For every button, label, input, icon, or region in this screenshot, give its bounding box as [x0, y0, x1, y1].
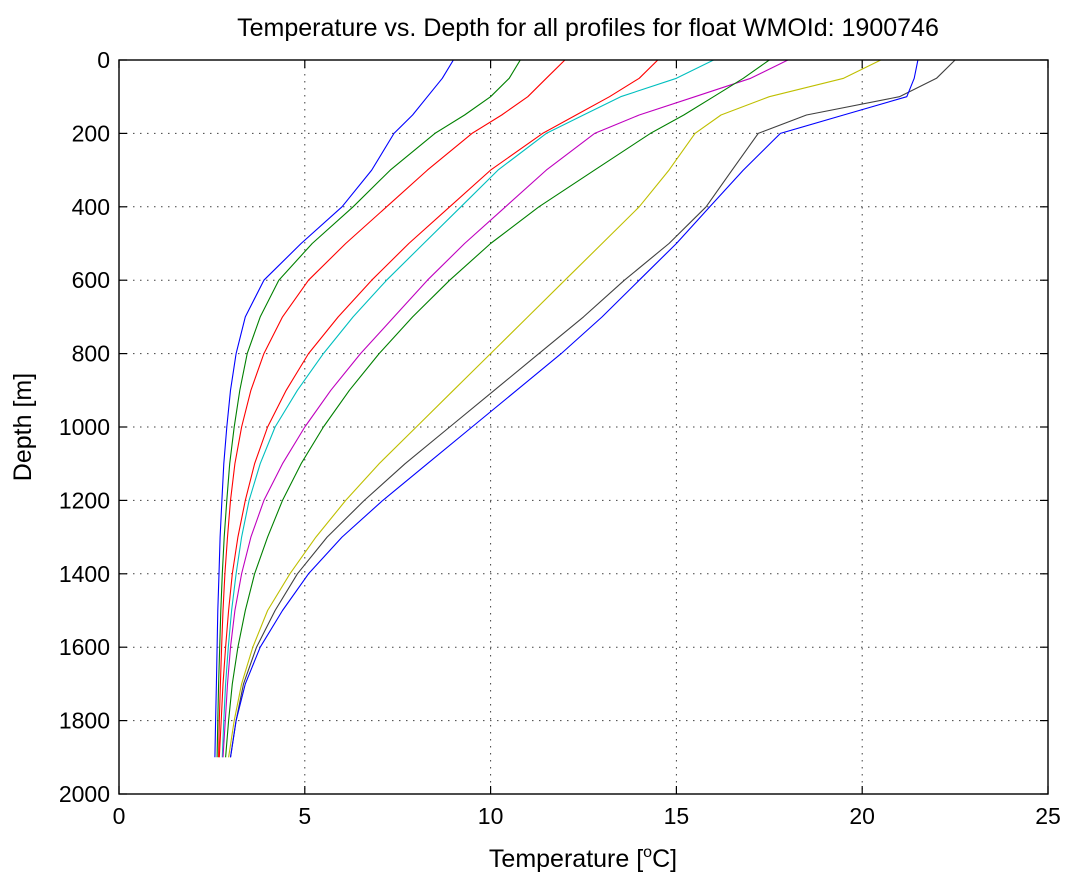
- y-axis-label: Depth [m]: [9, 373, 37, 481]
- y-axis-ticks: 0 200 400 600 800 1000 1200 1400 1600 1800 2000: [59, 47, 1048, 807]
- y-tick-label: 800: [72, 341, 110, 367]
- x-tick-label: 5: [298, 803, 311, 829]
- y-tick-label: 1200: [59, 487, 110, 513]
- y-tick-label: 600: [72, 267, 110, 293]
- x-tick-label: 15: [664, 803, 690, 829]
- x-tick-label: 20: [849, 803, 875, 829]
- temperature-profile-line: [222, 60, 789, 758]
- temperature-profile-line: [225, 60, 770, 758]
- profile-lines: [214, 60, 956, 758]
- grid-lines: [119, 60, 1048, 794]
- plot-area: [214, 60, 956, 758]
- x-axis-ticks: 0 5 10 15 20 25: [113, 60, 1061, 829]
- temperature-profile-line: [228, 60, 882, 758]
- y-tick-label: 0: [97, 47, 110, 73]
- x-tick-label: 25: [1035, 803, 1061, 829]
- x-tick-label: 0: [113, 803, 126, 829]
- chart-title: Temperature vs. Depth for all profiles f…: [237, 14, 939, 42]
- temperature-profile-line: [229, 60, 956, 758]
- x-axis-label: Temperature [oC]: [489, 844, 677, 873]
- temperature-profile-line: [221, 60, 714, 758]
- temperature-profile-line: [218, 60, 566, 758]
- y-tick-label: 1600: [59, 634, 110, 660]
- axes-frame: [118, 59, 1049, 795]
- x-tick-label: 10: [478, 803, 504, 829]
- y-tick-label: 400: [72, 194, 110, 220]
- y-tick-label: 2000: [59, 781, 110, 807]
- temperature-profile-line: [218, 60, 659, 758]
- temperature-profile-line: [216, 60, 521, 758]
- y-tick-label: 1400: [59, 561, 110, 587]
- y-tick-label: 200: [72, 120, 110, 146]
- y-tick-label: 1800: [59, 708, 110, 734]
- temperature-profile-line: [214, 60, 454, 758]
- y-tick-label: 1000: [59, 414, 110, 440]
- temperature-profile-line: [229, 60, 919, 758]
